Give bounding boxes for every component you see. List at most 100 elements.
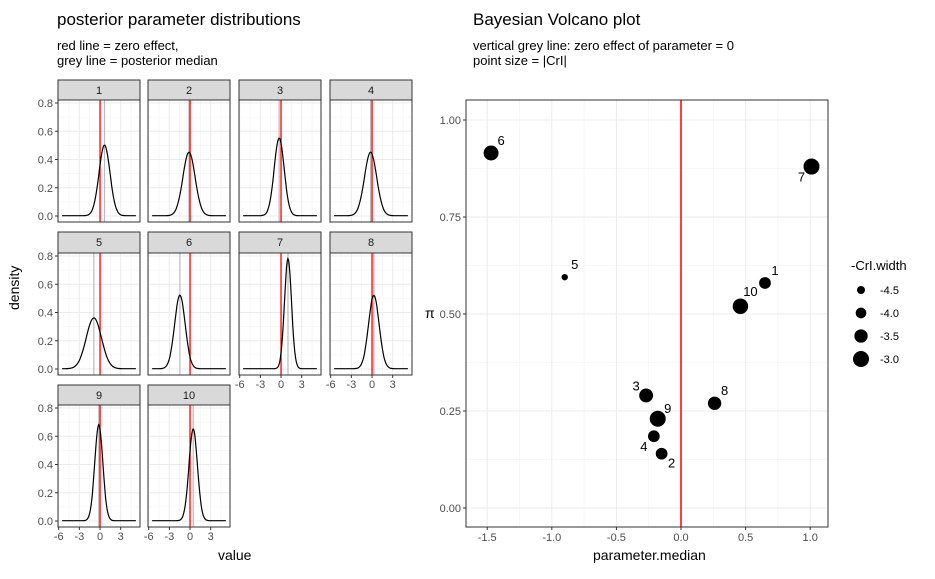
x-tick-label: -6 bbox=[326, 379, 336, 391]
point-2 bbox=[655, 447, 668, 460]
x-tick-label: -1.5 bbox=[478, 532, 497, 544]
facet-label: 4 bbox=[368, 85, 374, 97]
legend-key--4.5 bbox=[857, 286, 865, 294]
y-tick-label: 0.2 bbox=[38, 183, 53, 195]
y-tick-label: 0.8 bbox=[38, 403, 53, 415]
left-subtitle-2: grey line = posterior median bbox=[57, 53, 218, 68]
y-tick-label: 0.0 bbox=[38, 516, 53, 528]
point-1 bbox=[759, 277, 771, 289]
facet-strip bbox=[57, 79, 141, 101]
facet-strip bbox=[238, 231, 322, 254]
point-5 bbox=[561, 273, 568, 281]
x-tick-label: -0.5 bbox=[607, 532, 626, 544]
point-label-9: 9 bbox=[664, 401, 671, 416]
right-y-label: π bbox=[425, 305, 435, 321]
point-label-4: 4 bbox=[640, 439, 647, 454]
y-tick-label: 0.00 bbox=[440, 503, 461, 515]
right-subtitle-2: point size = |CrI| bbox=[473, 53, 567, 68]
facet-strip bbox=[57, 231, 141, 254]
facet-panel-1 bbox=[57, 79, 141, 223]
facet-panel-2 bbox=[147, 79, 231, 223]
legend-title: -CrI.width bbox=[851, 258, 907, 273]
point-label-5: 5 bbox=[571, 257, 578, 272]
x-tick-label: -3 bbox=[74, 531, 84, 543]
point-label-6: 6 bbox=[497, 133, 504, 148]
point-4 bbox=[648, 430, 660, 443]
point-label-8: 8 bbox=[721, 383, 728, 398]
y-tick-label: 0.8 bbox=[38, 251, 53, 263]
x-tick-label: -1.0 bbox=[542, 532, 561, 544]
density-curve bbox=[152, 294, 226, 370]
facet-panel-9 bbox=[57, 384, 141, 528]
right-x-label: parameter.median bbox=[593, 547, 706, 563]
y-tick-label: 0.6 bbox=[38, 431, 53, 443]
right-subtitle-1: vertical grey line: zero effect of param… bbox=[473, 38, 734, 53]
y-tick-label: 0.25 bbox=[440, 406, 461, 418]
facet-panel-3 bbox=[238, 79, 322, 223]
y-tick-label: 0.4 bbox=[38, 308, 53, 320]
y-tick-label: 0.4 bbox=[38, 155, 53, 167]
point-label-10: 10 bbox=[743, 284, 757, 299]
density-curve bbox=[62, 144, 136, 217]
legend-label: -4.0 bbox=[880, 308, 899, 320]
x-tick-label: 0 bbox=[187, 531, 193, 543]
x-tick-label: 0 bbox=[97, 531, 103, 543]
y-tick-label: 0.6 bbox=[38, 279, 53, 291]
x-tick-label: 0 bbox=[278, 379, 284, 391]
panel-background bbox=[58, 253, 140, 375]
legend-key--3.5 bbox=[854, 329, 868, 343]
x-tick-label: 3 bbox=[299, 379, 305, 391]
x-tick-label: 3 bbox=[118, 531, 124, 543]
legend-key--3.0 bbox=[853, 351, 869, 367]
y-tick-label: 0.0 bbox=[38, 364, 53, 376]
y-tick-label: 0.4 bbox=[38, 460, 53, 472]
x-tick-label: -3 bbox=[255, 379, 265, 391]
x-tick-label: 1.0 bbox=[803, 532, 818, 544]
facet-label: 6 bbox=[186, 237, 192, 249]
facet-strip bbox=[329, 79, 413, 101]
point-9 bbox=[649, 410, 666, 427]
panel-background bbox=[239, 100, 321, 222]
point-label-2: 2 bbox=[668, 456, 675, 471]
facet-strip bbox=[238, 79, 322, 101]
left-title: posterior parameter distributions bbox=[57, 10, 301, 29]
density-curve bbox=[243, 137, 317, 217]
facet-panel-4 bbox=[329, 79, 413, 223]
y-tick-label: 0.2 bbox=[38, 336, 53, 348]
facet-panel-10 bbox=[147, 384, 231, 528]
facet-label: 10 bbox=[183, 390, 195, 402]
density-curve bbox=[62, 423, 136, 522]
legend-label: -3.5 bbox=[880, 331, 899, 343]
x-tick-label: 3 bbox=[390, 379, 396, 391]
y-tick-label: 0.0 bbox=[38, 211, 53, 223]
facet-strip bbox=[329, 231, 413, 254]
x-tick-label: -6 bbox=[144, 531, 154, 543]
point-3 bbox=[639, 388, 654, 403]
x-tick-label: 0.5 bbox=[738, 532, 753, 544]
density-curve bbox=[243, 256, 317, 370]
panel-background bbox=[58, 100, 140, 222]
facet-label: 8 bbox=[368, 237, 374, 249]
volcano-border bbox=[465, 99, 829, 528]
facet-panel-6 bbox=[147, 231, 231, 376]
point-label-7: 7 bbox=[798, 170, 805, 185]
y-tick-label: 0.2 bbox=[38, 488, 53, 500]
right-title: Bayesian Volcano plot bbox=[473, 10, 641, 29]
point-7 bbox=[803, 158, 820, 175]
facet-label: 1 bbox=[96, 85, 102, 97]
left-x-label: value bbox=[218, 547, 252, 563]
density-curve bbox=[334, 294, 408, 370]
point-10 bbox=[732, 298, 749, 314]
legend-label: -4.5 bbox=[880, 285, 899, 297]
x-tick-label: -3 bbox=[346, 379, 356, 391]
facet-strip bbox=[147, 384, 231, 406]
panel-background bbox=[148, 253, 230, 375]
facet-panel-7 bbox=[238, 231, 322, 376]
facet-label: 2 bbox=[186, 85, 192, 97]
facet-label: 7 bbox=[277, 237, 283, 249]
facet-label: 9 bbox=[96, 390, 102, 402]
point-6 bbox=[483, 145, 499, 161]
x-tick-label: 0.0 bbox=[673, 532, 688, 544]
density-curve bbox=[62, 317, 136, 370]
